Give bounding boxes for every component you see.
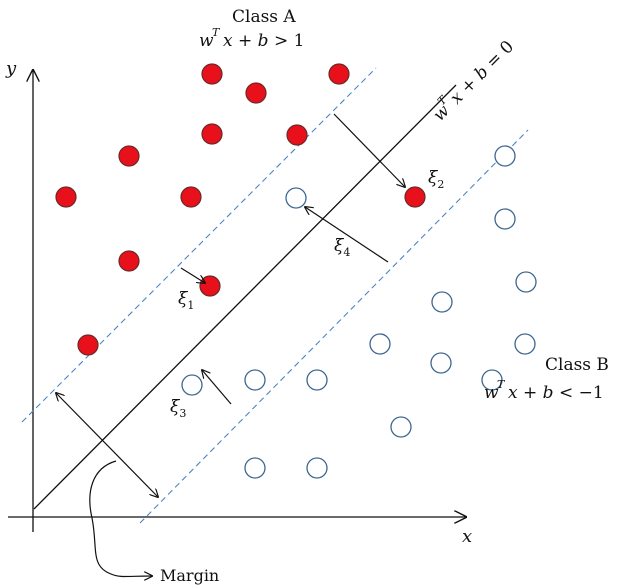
svg-text:T: T	[497, 378, 506, 391]
class-a-point	[201, 63, 223, 85]
class-a-point	[201, 123, 223, 145]
slack-arrow-3	[202, 370, 232, 405]
upper-margin-line	[21, 67, 377, 423]
class-a-point	[404, 186, 426, 208]
margin-callout-line	[89, 460, 152, 577]
class-b-point	[244, 369, 266, 391]
slack-arrow-2	[333, 113, 405, 187]
class-b-point	[306, 369, 328, 391]
slack-arrow-4	[305, 207, 389, 263]
class-b-point	[390, 416, 412, 438]
class-a-point	[245, 82, 267, 104]
class-b-point	[494, 145, 516, 167]
class-a-point	[180, 186, 202, 208]
class-b-point	[306, 457, 328, 479]
class-a-points	[55, 63, 426, 356]
svg-text:w: w	[199, 31, 214, 51]
slack-label-2: ξ2	[428, 168, 444, 191]
class-a-point	[199, 275, 221, 297]
margin-width-arrow	[56, 393, 158, 497]
slack-arrow-1	[180, 267, 205, 283]
hyperplane-equation: w T x + b = 0	[429, 37, 518, 126]
slack-label-3: ξ3	[170, 397, 186, 420]
class-b-point	[514, 333, 536, 355]
class-a-equation: w T x + b > 1	[199, 26, 304, 51]
svg-text:x + b > 1: x + b > 1	[223, 31, 304, 51]
class-a-point	[286, 124, 308, 146]
class-a-point	[328, 63, 350, 85]
class-a-point	[118, 250, 140, 272]
margin-label: Margin	[160, 566, 219, 585]
class-b-equation: w T x + b < −1	[484, 378, 604, 403]
class-b-points	[181, 145, 537, 479]
class-b-point	[494, 208, 516, 230]
class-b-point	[181, 374, 203, 396]
lower-margin-line	[139, 129, 529, 524]
svg-text:x + b < −1: x + b < −1	[508, 383, 604, 403]
class-b-point	[285, 187, 307, 209]
y-axis-label: y	[5, 58, 17, 79]
svg-text:x + b = 0: x + b = 0	[446, 37, 518, 109]
class-b-title: Class B	[545, 355, 609, 375]
svg-text:T: T	[212, 26, 221, 39]
slack-label-1: ξ1	[178, 289, 194, 312]
class-a-point	[118, 145, 140, 167]
x-axis-label: x	[462, 526, 472, 547]
class-b-point	[515, 271, 537, 293]
slack-label-4: ξ4	[334, 236, 350, 259]
class-b-point	[430, 352, 452, 374]
class-b-point	[369, 333, 391, 355]
class-a-point	[77, 334, 99, 356]
svg-text:w: w	[484, 383, 499, 403]
class-a-title: Class A	[232, 7, 296, 27]
class-b-point	[244, 457, 266, 479]
hyperplane-line	[33, 84, 457, 510]
class-b-point	[431, 291, 453, 313]
class-b-point	[481, 369, 503, 391]
class-a-point	[55, 186, 77, 208]
